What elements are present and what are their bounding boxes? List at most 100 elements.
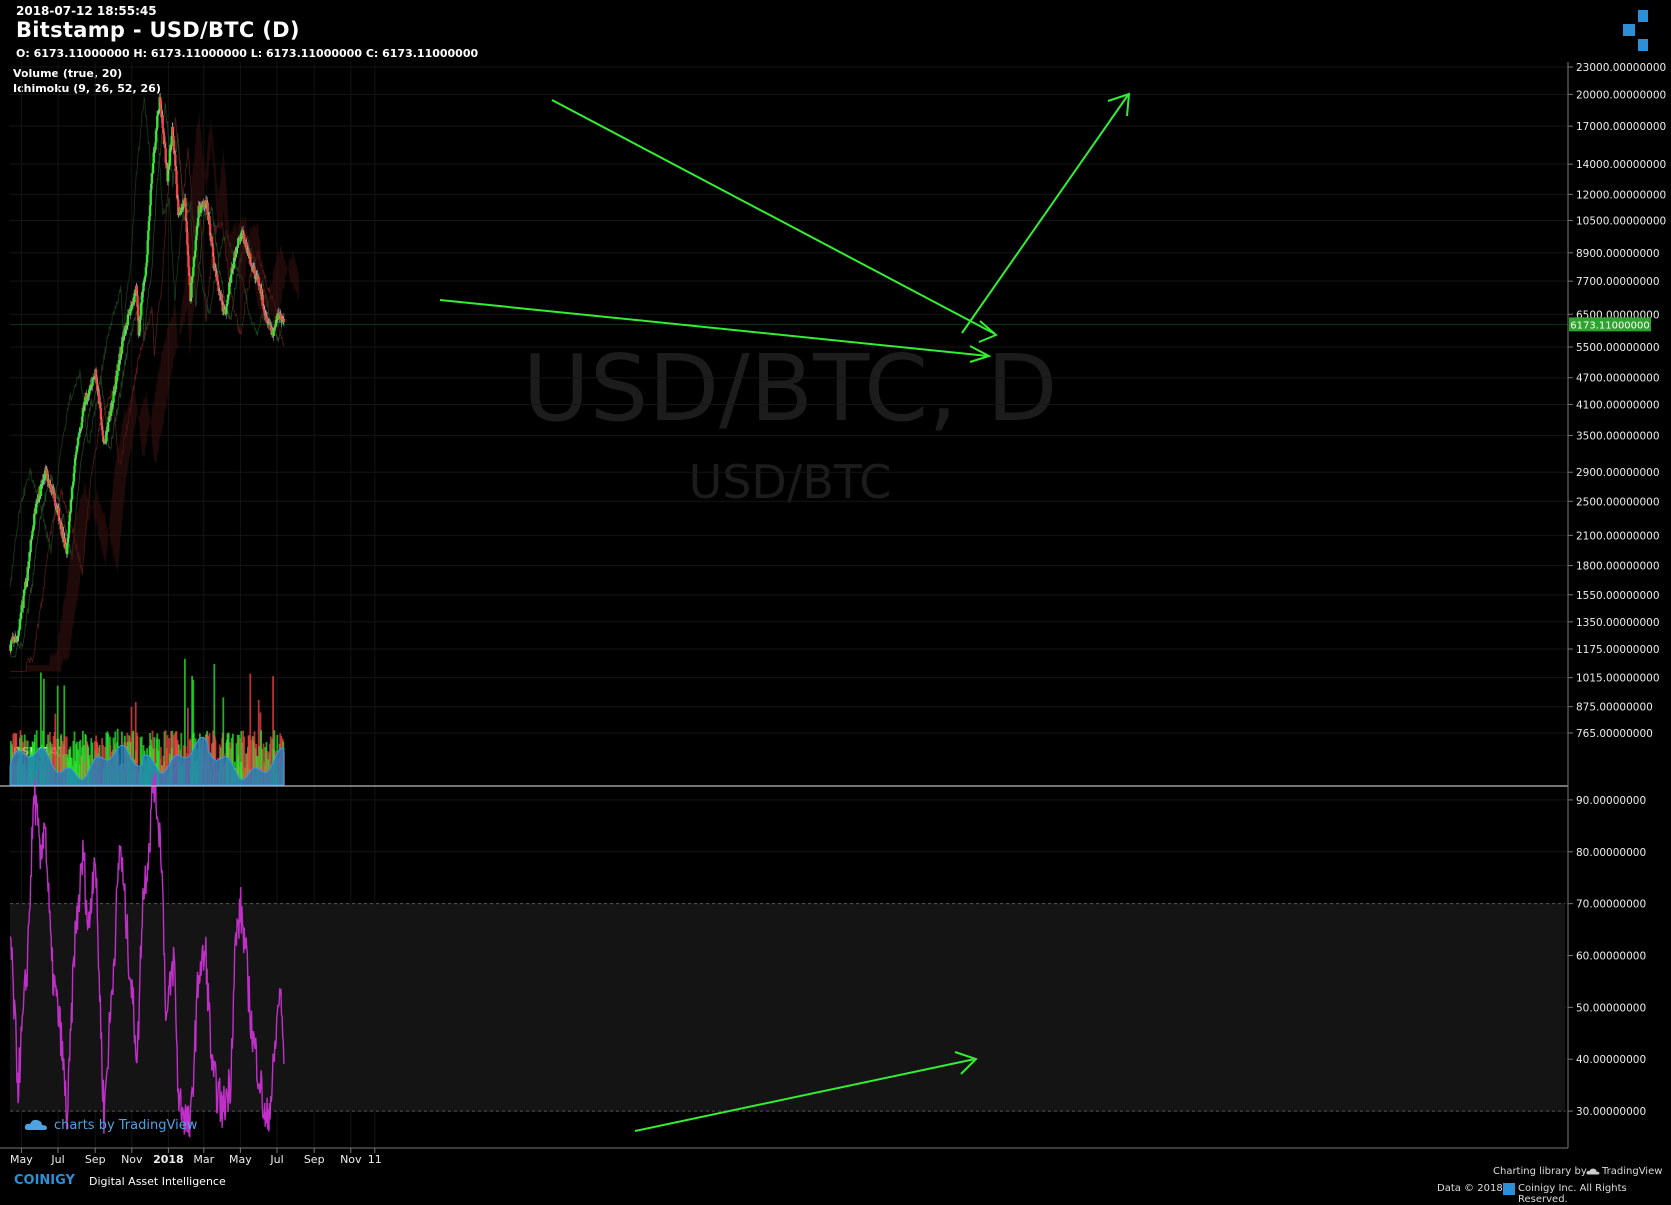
candle	[136, 295, 139, 308]
candle	[75, 445, 79, 452]
candle	[60, 523, 64, 536]
candle	[43, 470, 47, 480]
candle	[161, 115, 164, 128]
price-tick-label: 4700.00000000	[1576, 373, 1660, 385]
candle	[84, 396, 87, 406]
candle	[190, 282, 193, 298]
candle	[63, 537, 67, 548]
candle	[195, 226, 199, 236]
candle	[87, 395, 90, 397]
volume-bar	[73, 731, 76, 785]
candle	[216, 280, 220, 285]
candle	[196, 217, 200, 226]
time-tick-label: Jul	[269, 1153, 283, 1166]
volume-bar	[40, 672, 42, 785]
rsi-support-line[interactable]	[634, 1058, 976, 1132]
candle	[262, 309, 266, 311]
candle	[150, 183, 153, 190]
price-tick-label: 20000.00000000	[1576, 89, 1666, 101]
candle	[162, 127, 165, 133]
support-arrowhead	[969, 345, 992, 363]
candle	[253, 266, 256, 274]
candle	[102, 435, 105, 442]
candle	[187, 267, 191, 276]
candle	[220, 293, 223, 296]
rsi-axis[interactable]: 90.00000000 80.00000000 70.00000000 60.0000…	[1568, 795, 1646, 1118]
volume-bar	[249, 673, 252, 785]
candle	[250, 265, 253, 267]
candle	[156, 110, 160, 116]
volume-bar	[164, 730, 167, 785]
candle	[58, 519, 62, 523]
candle	[88, 389, 91, 395]
time-tick-label: 11	[368, 1153, 382, 1166]
candle	[77, 437, 80, 438]
candle	[97, 393, 101, 405]
coinigy-small-icon	[1503, 1183, 1515, 1195]
price-tick-label: 2900.00000000	[1576, 467, 1660, 479]
candle	[105, 430, 108, 442]
candle	[122, 334, 125, 339]
candle	[199, 204, 203, 214]
candle	[273, 327, 276, 332]
candle	[67, 521, 71, 534]
candle	[156, 115, 159, 128]
ichimoku-cloud	[9, 97, 299, 672]
candle	[214, 267, 217, 270]
support-line[interactable]	[439, 299, 989, 357]
candle	[68, 514, 71, 522]
candle	[225, 303, 229, 307]
ichimoku-indicator-label[interactable]: Ichimoku (9, 26, 52, 26)	[13, 82, 161, 95]
candle	[13, 641, 16, 643]
tradingview-link[interactable]: TradingView	[1602, 1166, 1663, 1177]
candle	[157, 109, 161, 111]
candle	[78, 430, 82, 434]
tradingview-brand-link[interactable]: charts by TradingView	[54, 1118, 198, 1133]
candle	[150, 173, 154, 184]
candle	[87, 394, 91, 396]
price-tick-label: 1015.00000000	[1576, 673, 1660, 685]
candle	[151, 163, 155, 174]
candle	[71, 485, 74, 488]
candle	[192, 256, 196, 268]
rsi-tick-label: 90.00000000	[1576, 795, 1646, 807]
candle	[139, 315, 142, 320]
candle	[261, 294, 265, 306]
rsi-tick-label: 60.00000000	[1576, 951, 1646, 963]
candle	[175, 184, 179, 199]
candle	[12, 637, 15, 639]
candle	[120, 346, 124, 354]
coinigy-brand[interactable]: COINIGY	[14, 1173, 75, 1188]
candle	[52, 488, 55, 494]
cloud-icon	[24, 1119, 47, 1130]
candle	[192, 267, 195, 276]
candle	[31, 530, 34, 537]
price-tick-label: 1800.00000000	[1576, 561, 1660, 573]
ohlc-readout: O: 6173.11000000 H: 6173.11000000 L: 617…	[16, 47, 479, 60]
candle	[18, 618, 22, 630]
coinigy-logo-icon	[1623, 10, 1648, 51]
candle	[123, 326, 127, 336]
candle	[168, 149, 172, 166]
time-axis[interactable]: May Jul Sep Nov 2018 Mar May Jul Sep Nov 11	[10, 1148, 382, 1166]
breakout-arrow-line[interactable]	[961, 94, 1129, 334]
time-tick-label: Nov	[121, 1153, 143, 1166]
candle	[126, 314, 130, 326]
trend-annotations[interactable]	[439, 92, 1131, 1132]
candle	[16, 635, 20, 639]
candle	[48, 480, 52, 488]
volume-bar	[54, 713, 57, 785]
candle	[135, 285, 139, 296]
price-axis[interactable]: 23000.00000000 20000.00000000 17000.000000…	[1568, 62, 1666, 740]
candle	[177, 213, 181, 216]
candle	[188, 275, 191, 286]
candle	[148, 216, 151, 222]
volume-bar	[63, 685, 66, 785]
candle	[279, 314, 283, 320]
rsi-band	[10, 903, 1565, 1112]
descending-resistance-line[interactable]	[551, 99, 996, 335]
candle	[172, 136, 175, 141]
candle	[75, 451, 78, 455]
candle	[166, 169, 170, 182]
